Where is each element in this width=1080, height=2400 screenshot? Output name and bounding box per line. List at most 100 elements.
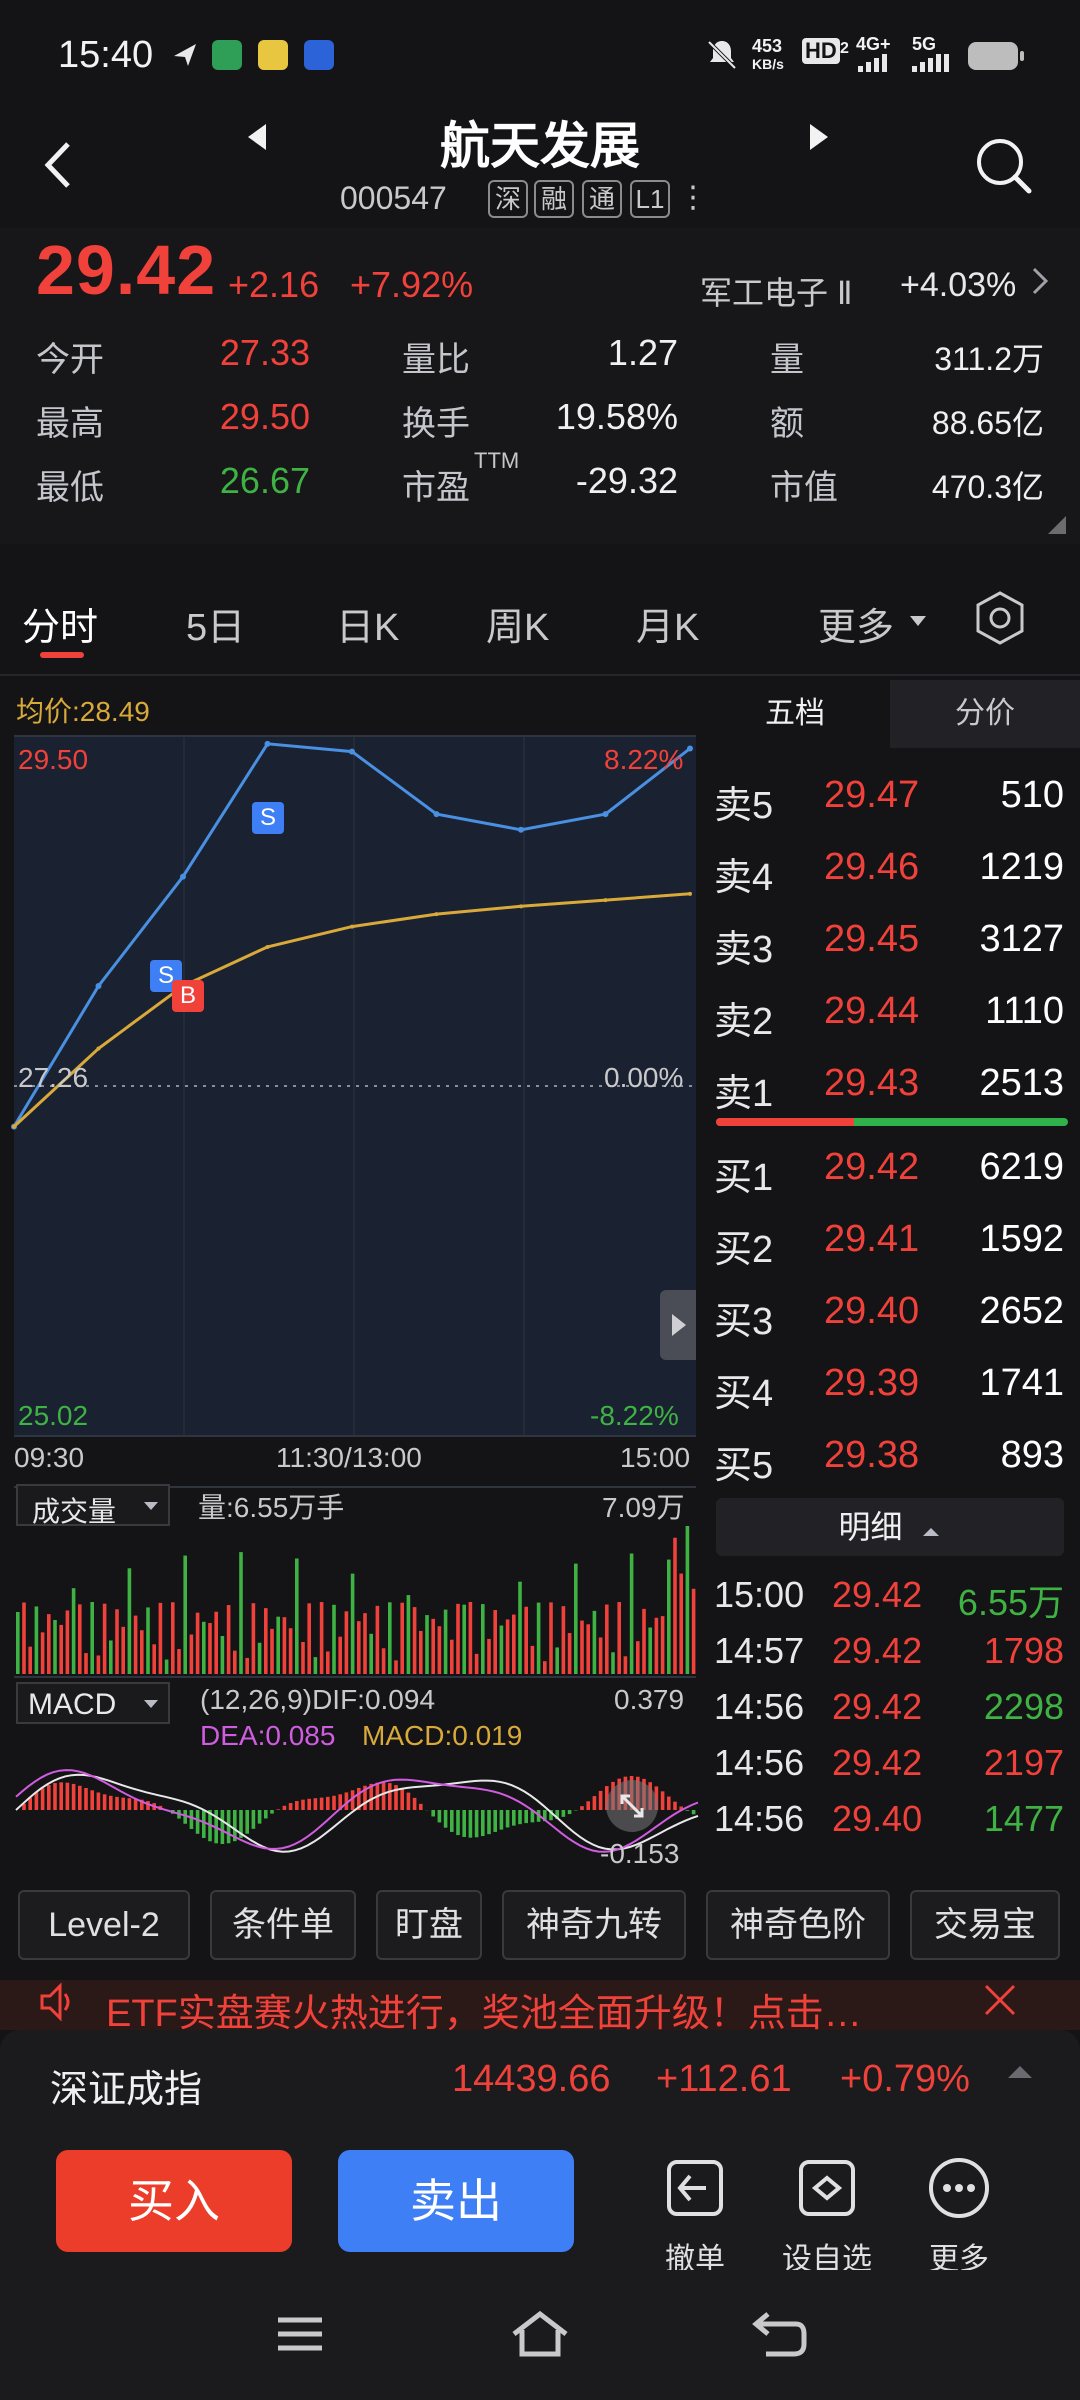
trade-treasure-button[interactable]: 交易宝	[910, 1890, 1060, 1960]
volume-bar	[450, 1639, 454, 1674]
macd-bar	[319, 1797, 324, 1810]
promo-banner[interactable]: ETF实盘赛火热进行，奖池全面升级！点击…	[0, 1980, 1080, 2030]
macd-bar	[394, 1785, 398, 1810]
volume-indicator-select[interactable]: 成交量	[16, 1484, 170, 1527]
sector-name[interactable]: 军工电子 Ⅱ	[700, 275, 853, 311]
back-icon[interactable]	[42, 140, 78, 202]
chevron-right-icon[interactable]	[1032, 266, 1049, 303]
caret-down-icon[interactable]	[908, 614, 928, 628]
bid-row[interactable]: 买1 29.42 6219	[714, 1138, 1074, 1200]
condition-order-button[interactable]: 条件单	[210, 1890, 356, 1960]
macd-bar	[115, 1796, 119, 1810]
bid-row[interactable]: 买4 29.39 1741	[714, 1354, 1074, 1416]
tab-five-levels[interactable]: 五档	[700, 680, 890, 748]
search-icon[interactable]	[974, 136, 1034, 196]
macd-bar	[524, 1810, 528, 1824]
caret-up-icon[interactable]	[1008, 2066, 1032, 2078]
sell-button[interactable]: 卖出	[338, 2150, 574, 2252]
tab-price-distribution[interactable]: 分价	[890, 680, 1080, 748]
macd-bar	[400, 1788, 404, 1810]
tab-more[interactable]: 更多	[818, 607, 895, 649]
watch-button[interactable]: 盯盘	[376, 1890, 482, 1960]
volume-bar	[505, 1619, 510, 1674]
bid-label: 买1	[714, 1157, 774, 1199]
sell-marker[interactable]: S	[252, 802, 284, 834]
prev-stock-icon[interactable]	[246, 122, 270, 160]
sector-pct[interactable]: +4.03%	[900, 266, 1017, 304]
shield-app-icon	[304, 40, 334, 70]
expand-corner-icon[interactable]	[1048, 516, 1066, 534]
next-stock-icon[interactable]	[806, 122, 830, 160]
more-actions-button[interactable]: 更多	[904, 2150, 1014, 2276]
volume-bar	[71, 1588, 76, 1674]
bid-price: 29.42	[824, 1146, 920, 1188]
volume-bar	[481, 1604, 485, 1674]
macd-params: (12,26,9)DIF:0.094	[200, 1684, 436, 1715]
ask-row[interactable]: 卖2 29.44 1110	[714, 982, 1074, 1044]
cancel-order-button[interactable]: 撤单	[640, 2150, 750, 2276]
ask-row[interactable]: 卖1 29.43 2513	[714, 1054, 1074, 1116]
macd-bar	[313, 1798, 318, 1810]
tab-5day[interactable]: 5日	[186, 607, 246, 649]
expand-panel-handle[interactable]	[660, 1290, 696, 1360]
more-tags-icon[interactable]: ⋮	[678, 181, 708, 214]
tab-daily-k[interactable]: 日K	[336, 607, 400, 649]
volume-bar	[611, 1652, 615, 1674]
bid-volume: 2652	[979, 1290, 1064, 1332]
add-watchlist-button[interactable]: 设自选	[772, 2150, 882, 2276]
settings-hexagon-icon[interactable]	[974, 590, 1026, 646]
tab-monthly-k[interactable]: 月K	[636, 607, 700, 649]
bid-row[interactable]: 买2 29.41 1592	[714, 1210, 1074, 1272]
bid-ask-ratio-bar	[716, 1118, 1068, 1126]
macd-bar	[561, 1810, 566, 1817]
volume-bar	[406, 1595, 411, 1674]
macd-bar	[468, 1810, 473, 1838]
macd-bar	[239, 1810, 243, 1838]
avg-point	[603, 898, 608, 903]
level2-button[interactable]: Level-2	[18, 1890, 190, 1960]
intraday-chart[interactable]	[0, 676, 700, 1870]
bid-label: 买4	[714, 1373, 774, 1415]
macd-bar	[431, 1810, 435, 1817]
macd-bar	[549, 1810, 553, 1821]
bid-volume: 893	[1000, 1434, 1064, 1476]
macd-bar	[543, 1810, 547, 1822]
trade-detail-row[interactable]: 15:00 29.42 6.55万	[714, 1570, 1074, 1626]
time-axis-start: 09:30	[14, 1442, 85, 1473]
magic-color-button[interactable]: 神奇色阶	[706, 1890, 890, 1960]
macd-bar	[691, 1810, 696, 1815]
buy-marker[interactable]: B	[172, 980, 204, 1012]
macd-bar	[109, 1795, 113, 1810]
tab-weekly-k[interactable]: 周K	[486, 607, 550, 649]
ask-row[interactable]: 卖5 29.47 510	[714, 766, 1074, 828]
index-pct: +0.79%	[840, 2058, 970, 2100]
tab-intraday[interactable]: 分时	[22, 607, 99, 649]
tag-shen: 深	[488, 180, 528, 218]
trade-volume: 2298	[983, 1686, 1064, 1727]
magic-nine-button[interactable]: 神奇九转	[502, 1890, 686, 1960]
index-ticker[interactable]: 深证成指 14439.66 +112.61 +0.79%	[0, 2030, 1080, 2130]
ask-row[interactable]: 卖4 29.46 1219	[714, 838, 1074, 900]
macd-bar	[567, 1810, 572, 1815]
trade-detail-row[interactable]: 14:56 29.42 2298	[714, 1682, 1074, 1738]
trade-detail-row[interactable]: 14:56 29.42 2197	[714, 1738, 1074, 1794]
banner-text[interactable]: ETF实盘赛火热进行，奖池全面升级！点击…	[106, 1993, 862, 2030]
home-icon[interactable]	[510, 2310, 570, 2358]
close-icon[interactable]	[982, 1980, 1018, 2030]
back-nav-icon[interactable]	[752, 2310, 808, 2358]
trade-detail-row[interactable]: 14:57 29.42 1798	[714, 1626, 1074, 1682]
buy-button[interactable]: 买入	[56, 2150, 292, 2252]
avg-price-label: 均价:28.49	[16, 696, 150, 727]
detail-toggle[interactable]: 明细	[716, 1498, 1064, 1556]
trade-detail-row[interactable]: 14:56 29.40 1477	[714, 1794, 1074, 1850]
bid-price: 29.41	[824, 1218, 920, 1260]
menu-icon[interactable]	[274, 2314, 326, 2354]
price-point	[264, 740, 271, 747]
bid-row[interactable]: 买3 29.40 2652	[714, 1282, 1074, 1344]
fullscreen-icon[interactable]	[606, 1780, 658, 1832]
volume-bar	[326, 1651, 330, 1674]
macd-indicator-select[interactable]: MACD	[16, 1682, 170, 1724]
intraday-chart-area[interactable]: 均价:28.49 29.50 27.26 25.02 8.22% 0.00% -…	[0, 676, 700, 1870]
ask-row[interactable]: 卖3 29.45 3127	[714, 910, 1074, 972]
bid-row[interactable]: 买5 29.38 893	[714, 1426, 1074, 1488]
